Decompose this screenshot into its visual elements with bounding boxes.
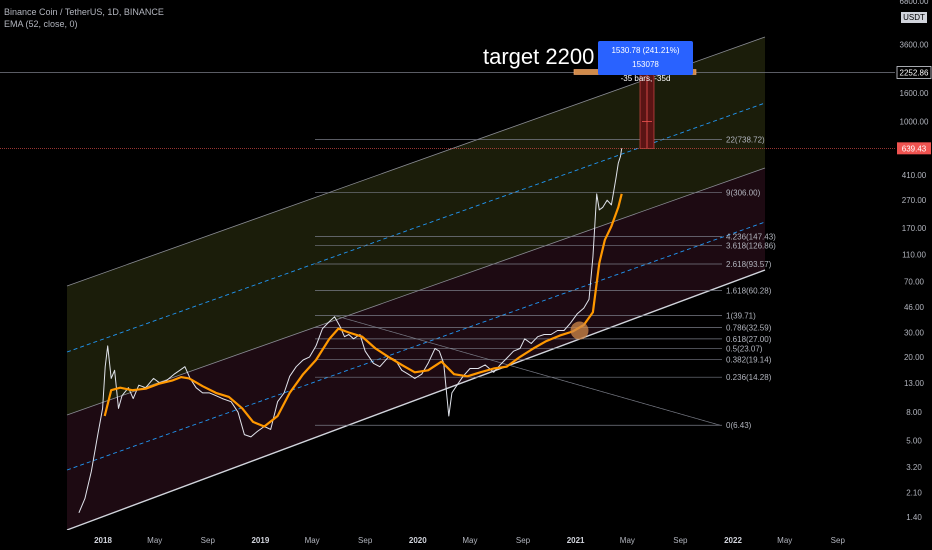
time-axis-tick: May [620,536,635,545]
chart-legend: Binance Coin / TetherUS, 1D, BINANCE EMA… [4,6,164,30]
time-axis-tick: 2022 [724,536,742,545]
price-axis-tick: 70.00 [904,277,925,286]
breakout-highlight [570,321,589,340]
time-axis-tick: Sep [358,536,373,545]
time-axis-tick: May [147,536,162,545]
time-axis-tick: Sep [201,536,216,545]
time-axis-background [0,530,932,550]
price-axis-tick: 3600.00 [900,40,929,49]
price-axis-tick: 2.10 [906,489,922,498]
price-axis-tick: 8.00 [906,408,922,417]
currency-unit: USDT [901,12,927,23]
time-axis-tick: 2019 [251,536,269,545]
fib-trend-line [334,315,721,426]
price-axis-tick: 20.00 [904,353,925,362]
legend-symbol: Binance Coin / TetherUS, 1D, BINANCE [4,7,164,17]
price-axis-tick: 6800.00 [900,0,929,6]
target-price-tag [896,66,932,79]
time-axis-tick: Sep [673,536,688,545]
price-axis-tick: 46.00 [904,303,925,312]
time-axis-tick: May [462,536,477,545]
fib-level-label: 0(6.43) [726,421,752,430]
time-axis-tick: 2021 [567,536,585,545]
time-axis-tick: 2018 [94,536,112,545]
price-axis-tick: 1000.00 [900,117,929,126]
current-price-tag [897,142,931,155]
time-axis-tick: May [305,536,320,545]
current-price-label: 639.43 [902,144,927,153]
price-axis-tick: 110.00 [902,250,926,259]
channel-lower-zone [67,168,765,530]
fib-level-label: 1.618(60.28) [726,286,772,295]
fib-level-label: 0.618(27.00) [726,335,772,344]
measure-line-2: -35 bars, -35d [620,74,671,83]
fib-level-label: 1(39.71) [726,312,756,321]
fib-level-label: 0.236(14.28) [726,373,772,382]
price-axis-tick: 30.00 [904,328,925,337]
fib-level-label: 0.382(19.14) [726,356,772,365]
price-axis-tick: 3.20 [906,463,922,472]
price-axis-tick: 270.00 [902,196,927,205]
legend-indicator: EMA (52, close, 0) [4,19,78,29]
target-price-label: 2252.86 [900,69,929,78]
time-axis-tick: Sep [831,536,846,545]
price-range-measure: 1530.78 (241.21%) 153078 -35 bars, -35d [598,41,693,83]
fib-level-label: 3.618(126.86) [726,242,776,251]
price-series-line [78,148,623,513]
fib-level-label: 0.786(32.59) [726,324,772,333]
price-axis-tick: 5.00 [906,436,922,445]
measure-line-1: 1530.78 (241.21%) 153078 [611,46,680,69]
channel-upper-zone [67,37,765,415]
time-axis-tick: 2020 [409,536,427,545]
fib-level-label: 4.236(147.43) [726,233,776,242]
fib-level-label: 0.5(23.07) [726,344,763,353]
price-axis-tick: 13.00 [904,379,925,388]
channel-middle-line [66,167,766,416]
price-axis-tick: 1600.00 [900,89,929,98]
fib-level-label: 22(738.72) [726,136,765,145]
price-axis-background [895,0,932,550]
time-axis-tick: Sep [516,536,531,545]
fib-level-label: 9(306.00) [726,189,761,198]
price-axis-tick: 170.00 [902,224,927,233]
price-axis-tick: 410.00 [902,171,927,180]
channel-lower-mid-dashed [66,221,766,471]
channel-lower-line [66,269,766,531]
ema-series-line [103,193,623,428]
target-annotation: target 2200 $ [483,44,613,69]
fib-level-label: 2.618(93.57) [726,260,772,269]
price-axis-tick: 1.40 [906,513,922,522]
time-axis-tick: May [777,536,792,545]
